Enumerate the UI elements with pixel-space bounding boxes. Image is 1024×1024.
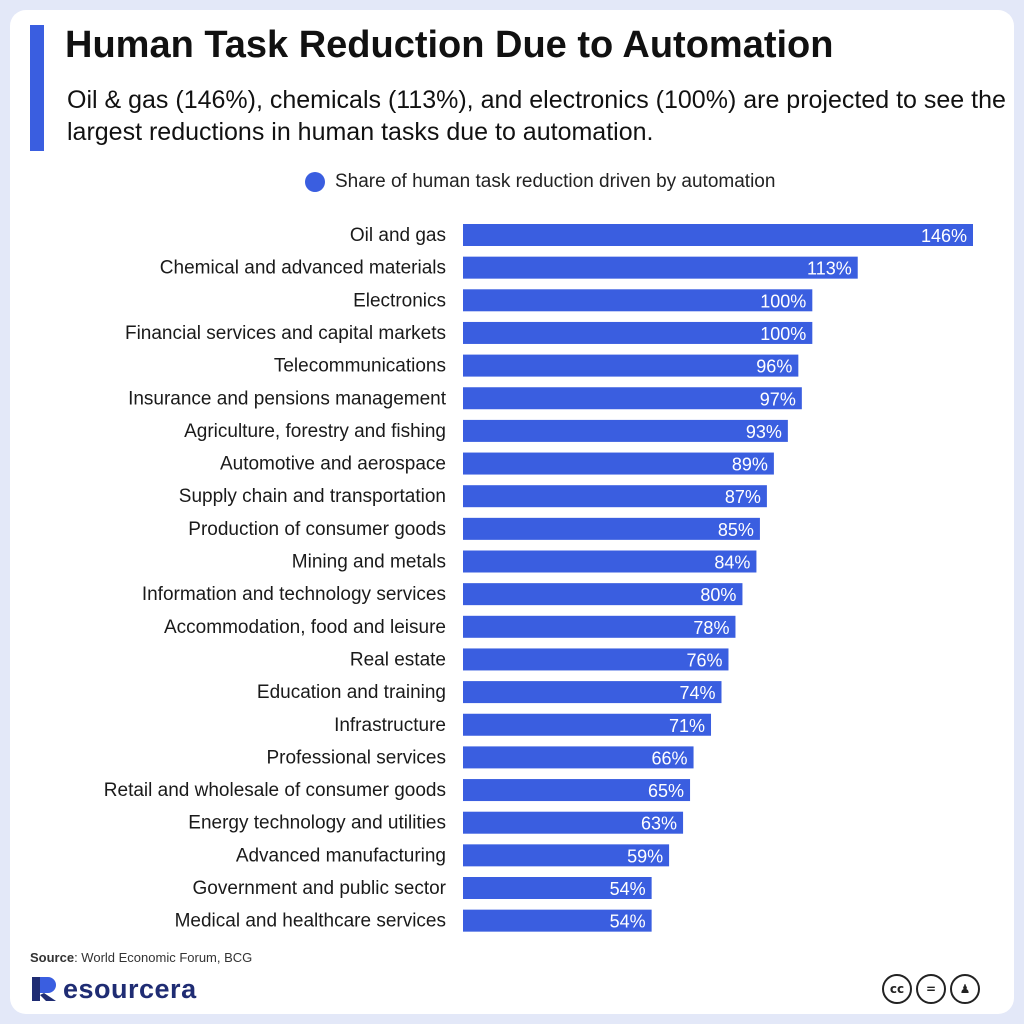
category-label: Automotive and aerospace xyxy=(220,454,446,475)
cc-icon: cc xyxy=(882,974,912,1004)
data-label: 85% xyxy=(718,520,754,540)
data-label: 71% xyxy=(669,716,705,736)
source-note: Source: World Economic Forum, BCG xyxy=(30,950,252,965)
bar xyxy=(463,517,760,540)
category-label: Advanced manufacturing xyxy=(236,845,446,866)
bar xyxy=(463,909,652,932)
bar xyxy=(463,844,670,867)
data-label: 87% xyxy=(725,487,761,507)
data-label: 100% xyxy=(760,291,806,311)
title-accent-bar xyxy=(30,25,44,151)
bar xyxy=(463,713,712,736)
bar xyxy=(463,224,973,246)
category-label: Energy technology and utilities xyxy=(188,813,446,834)
data-label: 93% xyxy=(746,422,782,442)
page-subtitle: Oil & gas (146%), chemicals (113%), and … xyxy=(67,86,1006,146)
data-label: 78% xyxy=(693,618,729,638)
data-label: 54% xyxy=(610,912,646,932)
data-label: 113% xyxy=(807,259,852,279)
bar xyxy=(463,321,813,344)
data-label: 84% xyxy=(714,553,750,573)
data-label: 89% xyxy=(732,455,768,475)
bar xyxy=(463,681,722,704)
data-label: 96% xyxy=(756,357,792,377)
category-label: Electronics xyxy=(353,290,446,311)
brand-wordmark: esourcera xyxy=(63,973,197,1004)
data-label: 59% xyxy=(627,846,663,866)
bar-chart: Oil and gas 146% Chemical and advanced mat… xyxy=(104,224,973,932)
data-label: 76% xyxy=(686,650,722,670)
bar xyxy=(463,256,858,279)
bar xyxy=(463,746,694,769)
chart-legend: Share of human task reduction driven by … xyxy=(305,170,775,194)
category-label: Financial services and capital markets xyxy=(125,323,446,344)
bar xyxy=(463,550,757,573)
legend-dot-icon xyxy=(305,172,325,192)
bar xyxy=(463,648,729,671)
category-label: Infrastructure xyxy=(334,715,446,736)
bar xyxy=(463,485,767,508)
bar xyxy=(463,615,736,638)
data-label: 65% xyxy=(648,781,684,801)
by-icon: ♟ xyxy=(950,974,980,1004)
category-label: Retail and wholesale of consumer goods xyxy=(104,780,446,801)
category-label: Telecommunications xyxy=(274,356,446,377)
brand-logo: esourcera xyxy=(30,972,197,1006)
data-label: 80% xyxy=(700,585,736,605)
page-title: Human Task Reduction Due to Automation xyxy=(65,24,834,66)
bar xyxy=(463,877,652,899)
bar xyxy=(463,387,802,410)
category-label: Government and public sector xyxy=(193,878,447,899)
data-label: 146% xyxy=(921,226,967,246)
data-label: 100% xyxy=(760,324,806,344)
category-label: Chemical and advanced materials xyxy=(160,258,446,279)
bar xyxy=(463,811,684,834)
category-label: Insurance and pensions management xyxy=(128,388,447,409)
data-label: 74% xyxy=(679,683,715,703)
category-label: Accommodation, food and leisure xyxy=(164,617,446,638)
category-label: Oil and gas xyxy=(350,225,446,246)
category-label: Mining and metals xyxy=(292,552,446,573)
data-label: 97% xyxy=(760,389,796,409)
category-label: Production of consumer goods xyxy=(188,519,446,540)
bar xyxy=(463,289,813,312)
infographic-card: Human Task Reduction Due to Automation O… xyxy=(10,10,1014,1014)
bar xyxy=(463,419,788,442)
bar xyxy=(463,354,799,377)
license-icons: cc = ♟ xyxy=(882,974,980,1004)
category-label: Education and training xyxy=(257,682,446,703)
bar xyxy=(463,452,774,475)
source-label: Source xyxy=(30,950,75,965)
category-label: Professional services xyxy=(266,747,446,768)
category-label: Supply chain and transportation xyxy=(179,486,446,507)
category-label: Information and technology services xyxy=(142,584,446,605)
bar xyxy=(463,583,743,606)
category-label: Real estate xyxy=(350,649,446,670)
data-label: 54% xyxy=(610,879,646,899)
source-text: : World Economic Forum, BCG xyxy=(74,950,253,965)
category-label: Agriculture, forestry and fishing xyxy=(184,421,446,442)
nd-icon: = xyxy=(916,974,946,1004)
resourcera-logo-icon xyxy=(32,977,56,1001)
data-label: 63% xyxy=(641,814,677,834)
legend-label: Share of human task reduction driven by … xyxy=(335,171,776,192)
bar xyxy=(463,779,691,802)
category-label: Medical and healthcare services xyxy=(175,911,446,932)
data-label: 66% xyxy=(652,748,688,768)
